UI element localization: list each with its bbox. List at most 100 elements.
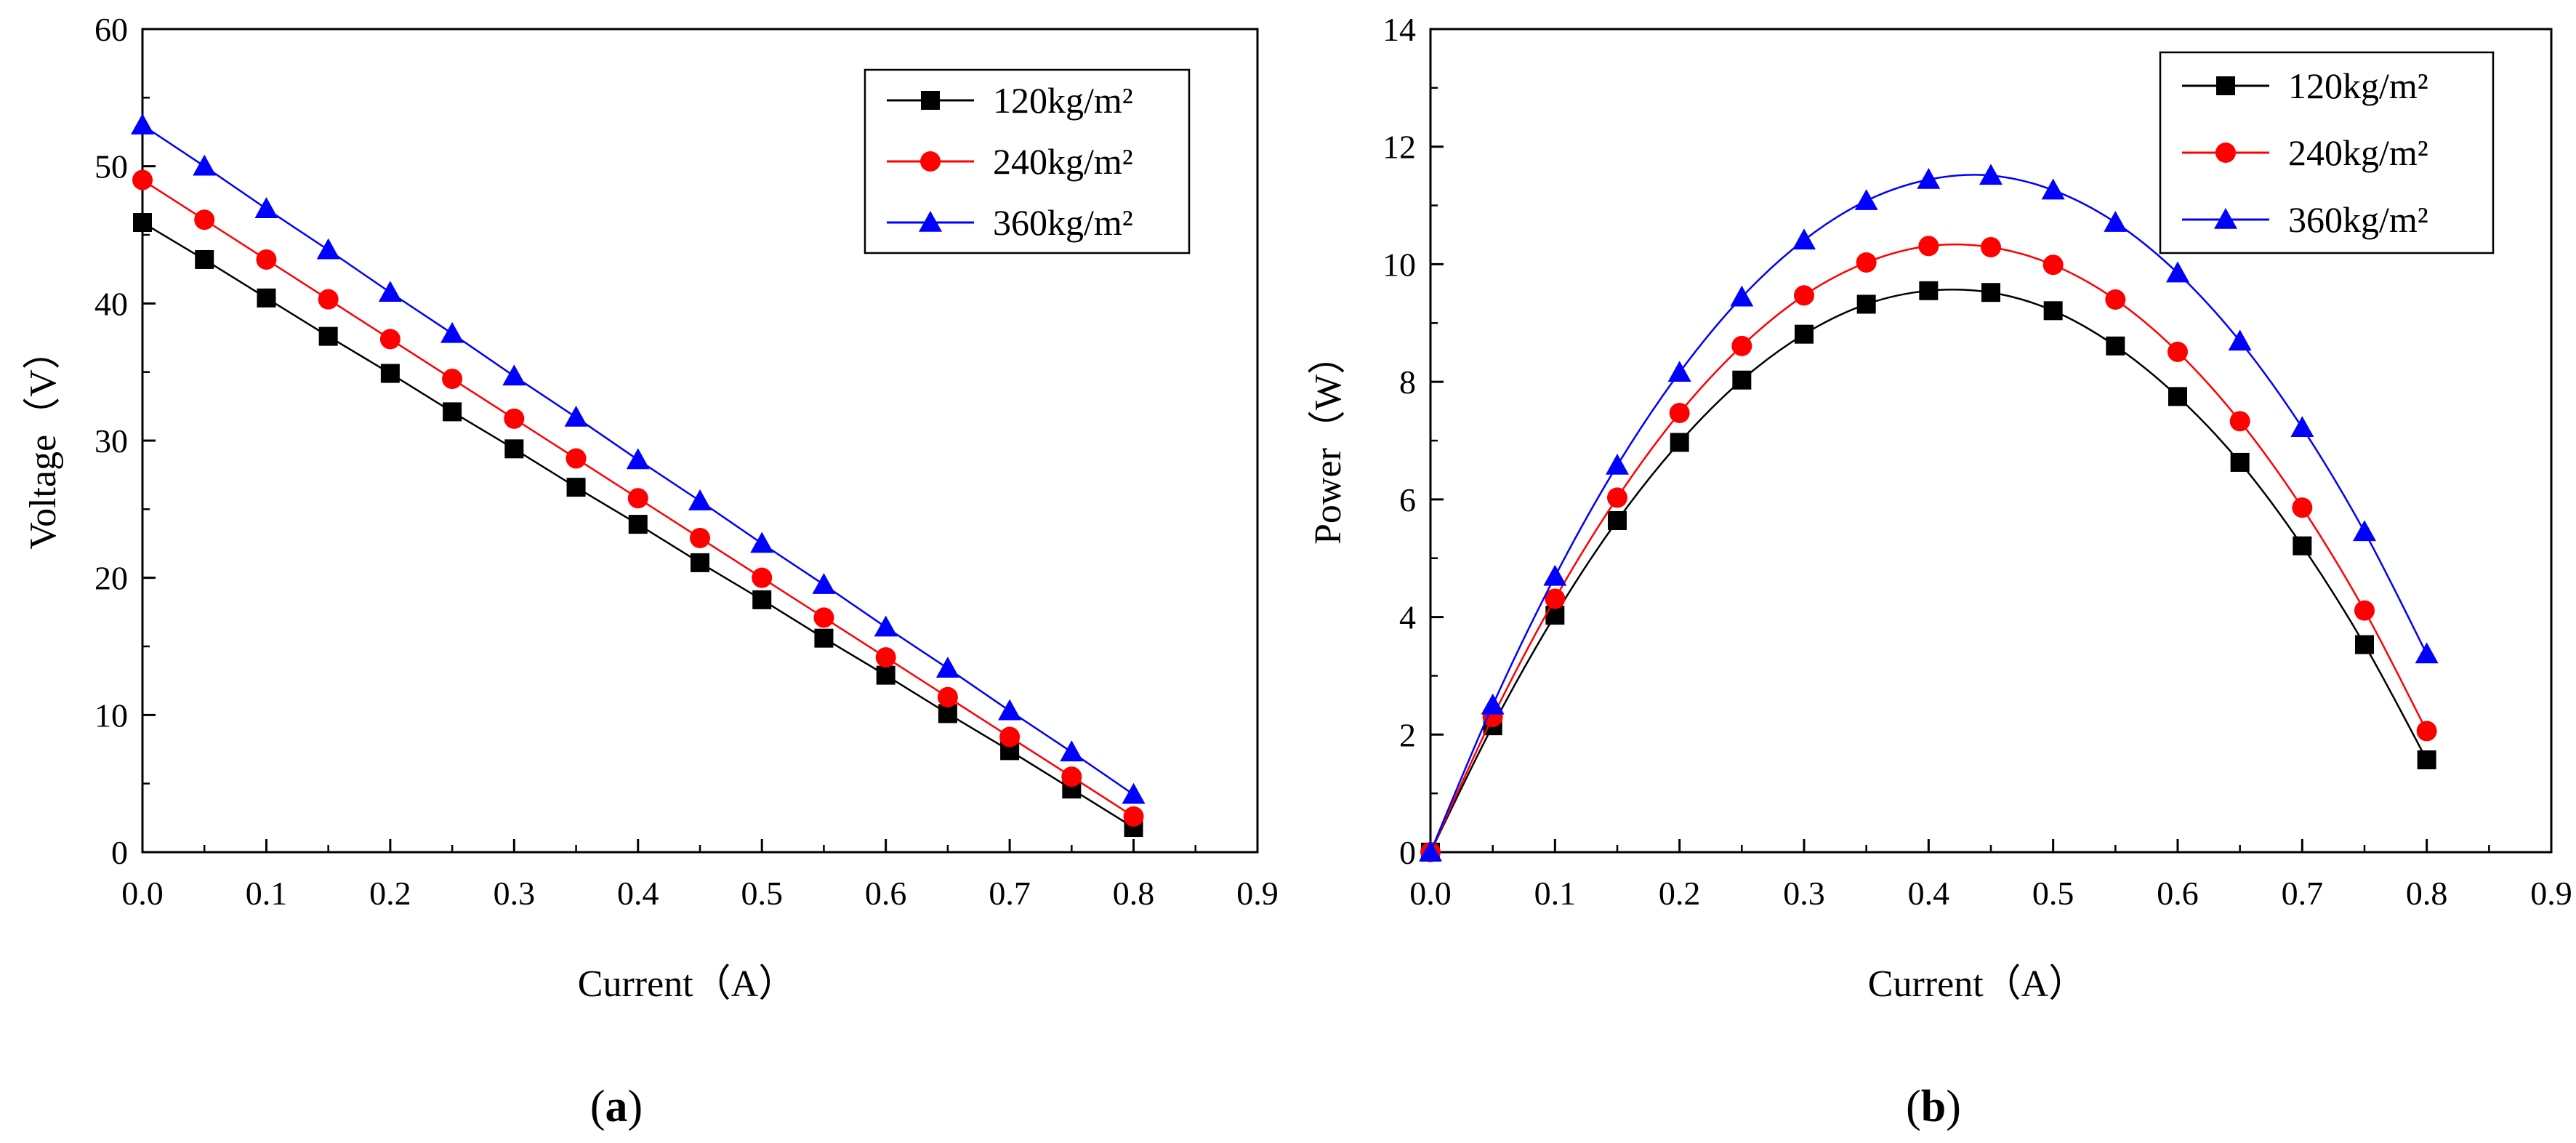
data-point — [2416, 721, 2437, 742]
data-point — [1123, 806, 1144, 827]
x-tick-label: 0.6 — [865, 875, 907, 912]
series-circle — [132, 169, 1144, 827]
y-tick-label: 6 — [1399, 481, 1416, 518]
data-point — [2042, 254, 2064, 276]
data-point — [316, 238, 340, 260]
data-point — [2166, 261, 2189, 283]
x-tick-label: 0.3 — [1783, 875, 1825, 912]
legend-label: 360kg/m² — [993, 202, 1133, 243]
x-tick-label: 0.1 — [246, 875, 288, 912]
x-tick-label: 0.0 — [1409, 875, 1452, 912]
y-tick-label: 12 — [1382, 129, 1416, 166]
x-tick-label: 0.2 — [1659, 875, 1701, 912]
y-tick-label: 30 — [94, 422, 128, 460]
data-point — [999, 726, 1021, 747]
data-point — [1608, 510, 1627, 530]
x-tick-label: 0.4 — [617, 875, 659, 912]
data-point — [1543, 564, 1567, 586]
data-point — [690, 527, 710, 548]
data-point — [1122, 782, 1146, 804]
data-point — [442, 369, 463, 390]
y-axis-label: Voltage（V） — [23, 332, 64, 549]
data-point — [998, 699, 1022, 721]
chart-panel-a: 0.0 0.1 0.2 0.3 0.4 0.5 0.6 0.7 0.8 0.9 0 10 20 30 40 5… — [23, 11, 1279, 1005]
x-tick-label: 0.4 — [1908, 875, 1950, 912]
data-point — [691, 553, 709, 572]
data-point — [2043, 301, 2063, 321]
data-point — [1667, 361, 1691, 382]
y-tick-label: 20 — [94, 560, 128, 597]
x-axis-label: Current（A） — [578, 963, 796, 1005]
data-point — [1919, 281, 1939, 300]
y-tick-label: 8 — [1399, 364, 1416, 401]
data-point — [504, 408, 525, 429]
data-point — [133, 213, 152, 233]
data-point — [1981, 236, 2001, 257]
x-tick-label: 0.8 — [2406, 875, 2448, 912]
data-point — [628, 515, 648, 534]
x-tick-label: 0.7 — [989, 875, 1031, 912]
legend: 120kg/m² 240kg/m² 360kg/m² — [2159, 51, 2495, 254]
data-point — [2229, 411, 2250, 432]
data-point — [1856, 252, 1877, 273]
data-point — [2228, 329, 2252, 351]
data-point — [1060, 740, 1084, 762]
data-point — [566, 478, 586, 497]
data-point — [1795, 324, 1814, 344]
data-point — [502, 364, 526, 386]
data-point — [937, 686, 958, 707]
y-tick-label: 2 — [1399, 716, 1416, 753]
data-point — [1607, 487, 1627, 508]
data-point — [813, 607, 834, 628]
legend-swatch-marker — [921, 91, 940, 110]
data-point — [380, 364, 400, 383]
data-point — [1481, 693, 1505, 715]
data-point — [1730, 285, 1754, 307]
data-point — [627, 488, 648, 509]
series-line — [1429, 288, 2428, 853]
series-line — [1429, 174, 2428, 853]
data-point — [378, 281, 402, 302]
data-point — [626, 448, 650, 470]
y-tick-label: 4 — [1399, 599, 1416, 636]
series-triangle — [131, 113, 1146, 804]
data-point — [2168, 341, 2188, 362]
data-point — [2355, 635, 2374, 654]
data-point — [1856, 294, 1876, 314]
legend-swatch-marker — [919, 211, 942, 232]
series-square — [1421, 281, 2436, 862]
data-point — [1732, 370, 1752, 390]
data-point — [1061, 766, 1082, 787]
data-point — [254, 197, 278, 218]
data-point — [1419, 841, 1442, 862]
x-tick-label: 0.9 — [1236, 875, 1279, 912]
y-tick-label: 40 — [94, 285, 128, 322]
legend-label: 120kg/m² — [993, 80, 1133, 121]
x-tick-label: 0.2 — [369, 875, 411, 912]
chart-panel-b: 0.0 0.1 0.2 0.3 0.4 0.5 0.6 0.7 0.8 0.9 0 2 4 6 8 10 12 1… — [1308, 11, 2572, 1005]
series-square — [133, 213, 1143, 838]
x-tick-label: 0.5 — [741, 875, 783, 912]
legend-label: 240kg/m² — [993, 141, 1133, 182]
x-tick-label: 0.5 — [2032, 875, 2074, 912]
data-point — [504, 439, 524, 459]
data-point — [256, 249, 277, 270]
data-point — [2105, 289, 2126, 310]
data-point — [1669, 402, 1690, 423]
data-point — [1854, 189, 1878, 210]
data-point — [812, 573, 836, 594]
x-tick-label: 0.1 — [1534, 875, 1577, 912]
data-point — [195, 249, 214, 269]
legend-label: 240kg/m² — [2288, 132, 2428, 173]
data-point — [1979, 164, 2003, 185]
y-tick-label: 60 — [94, 11, 128, 48]
data-point — [1606, 453, 1629, 475]
data-point — [1981, 283, 2000, 302]
data-point — [443, 402, 462, 422]
y-tick-label: 0 — [1399, 834, 1416, 871]
data-point — [440, 321, 464, 343]
data-point — [874, 615, 898, 637]
data-point — [2106, 336, 2125, 356]
data-point — [131, 113, 154, 135]
